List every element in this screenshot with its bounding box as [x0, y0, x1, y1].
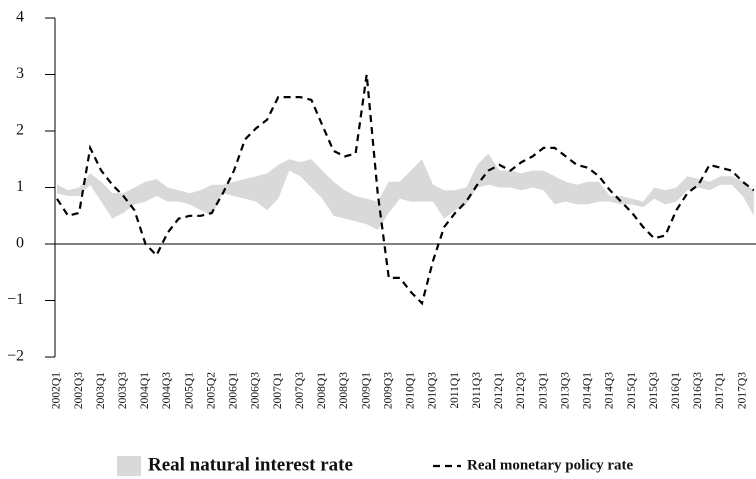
- x-tick-label: 2017Q1: [714, 372, 726, 409]
- x-tick-label: 2009Q1: [360, 372, 372, 409]
- x-tick-label: 2013Q3: [559, 372, 571, 409]
- x-tick-label: 2004Q1: [139, 372, 151, 409]
- x-tick-label: 2005Q2: [205, 372, 217, 409]
- x-tick-label: 2016Q1: [670, 372, 682, 409]
- x-tick-label: 2008Q1: [316, 372, 328, 409]
- x-tick-label: 2005Q1: [183, 372, 195, 409]
- x-tick-label: 2012Q1: [493, 372, 505, 409]
- x-tick-label: 2003Q1: [95, 372, 107, 409]
- x-tick-label: 2009Q3: [382, 372, 394, 409]
- band-area: [57, 153, 754, 230]
- y-tick-label: −2: [7, 348, 24, 365]
- y-tick-label: −1: [7, 291, 24, 308]
- legend-label: Real natural interest rate: [148, 454, 353, 475]
- x-tick-label: 2002Q1: [51, 372, 63, 409]
- x-tick-label: 2016Q3: [692, 372, 704, 409]
- legend-label: Real monetary policy rate: [467, 457, 634, 473]
- legend-swatch: [117, 456, 141, 476]
- x-tick-label: 2012Q3: [515, 372, 527, 409]
- x-tick-label: 2008Q3: [338, 372, 350, 409]
- x-tick-label: 2017Q3: [736, 372, 748, 409]
- policy-line: [56, 74, 755, 306]
- x-tick-label: 2015Q1: [626, 372, 638, 409]
- y-tick-label: 2: [16, 122, 24, 139]
- y-tick-label: 3: [16, 65, 24, 82]
- x-tick-label: 2003Q3: [117, 372, 129, 409]
- y-tick-label: 0: [16, 235, 24, 252]
- x-tick-label: 2007Q3: [294, 372, 306, 409]
- x-tick-label: 2002Q3: [73, 372, 85, 409]
- x-tick-label: 2007Q1: [272, 372, 284, 409]
- x-tick-label: 2011Q3: [471, 372, 483, 409]
- x-tick-label: 2006Q1: [228, 372, 240, 409]
- x-tick-label: 2011Q1: [449, 372, 461, 409]
- x-tick-label: 2010Q1: [405, 372, 417, 409]
- x-tick-label: 2015Q3: [648, 372, 660, 409]
- x-tick-label: 2013Q1: [537, 372, 549, 409]
- x-tick-label: 2010Q3: [427, 372, 439, 409]
- x-tick-label: 2014Q3: [604, 372, 616, 409]
- x-tick-label: 2004Q3: [161, 372, 173, 409]
- x-tick-label: 2006Q3: [250, 372, 262, 409]
- y-tick-label: 4: [16, 9, 24, 26]
- y-tick-label: 1: [16, 178, 24, 195]
- x-tick-label: 2014Q1: [582, 372, 594, 409]
